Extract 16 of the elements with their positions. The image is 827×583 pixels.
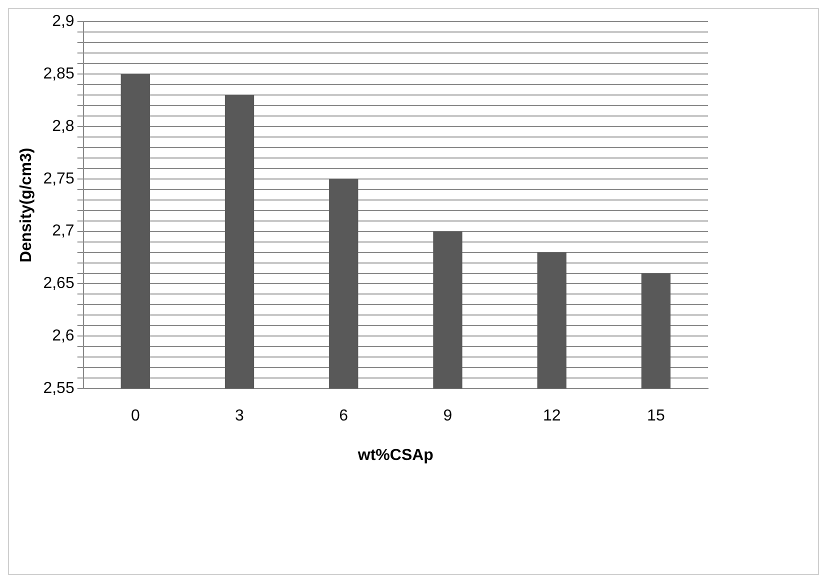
y-tick-label: 2,85 [43,65,74,82]
y-axis-title: Density(g/cm3) [18,148,36,262]
x-tick-label: 3 [235,408,244,425]
y-tick-label: 2,65 [43,275,74,292]
x-tick-label: 9 [443,408,452,425]
x-axis-title: wt%CSAp [356,446,434,464]
x-tick-label: 6 [339,408,348,425]
x-tick-label: 12 [542,408,561,425]
x-tick-label: 15 [647,408,665,425]
y-tick-label: 2,55 [43,380,74,398]
y-tick-label: 2,7 [52,222,74,240]
y-tick-label: 2,8 [52,118,74,135]
y-tick-label: 2,6 [52,328,74,345]
y-tick-label: 2,75 [43,170,74,188]
y-tick-label: 2,9 [52,13,74,30]
x-tick-label: 0 [130,408,140,425]
